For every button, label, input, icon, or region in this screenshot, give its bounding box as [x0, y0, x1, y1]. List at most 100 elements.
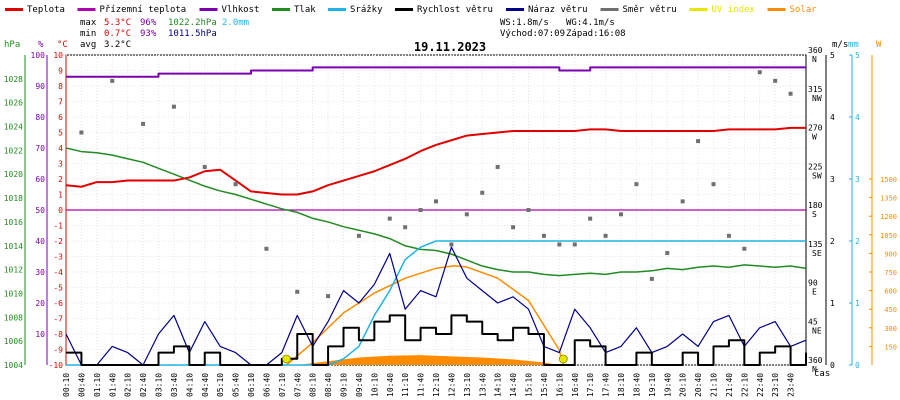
- time-tick-label: 19:10: [648, 373, 657, 397]
- stats-hum-max: 96%: [140, 18, 157, 28]
- time-tick-label: 02:40: [139, 373, 148, 397]
- wind-direction-point: [557, 242, 562, 247]
- wind-direction-point: [649, 276, 654, 281]
- time-tick-label: 09:40: [355, 373, 364, 397]
- time-tick-label: 06:10: [247, 373, 256, 397]
- direction-degree-label: 45: [808, 317, 818, 326]
- legend-label: Rychlost větru: [417, 5, 493, 15]
- solar-tick-label: 300: [884, 325, 897, 333]
- wind-tick-label: 2: [830, 237, 835, 246]
- temperature-tick-label: -2: [53, 237, 63, 246]
- stats-temp-avg: 3.2°C: [104, 40, 131, 50]
- direction-degree-label: 360: [808, 356, 823, 365]
- time-tick-label: 23:10: [771, 373, 780, 397]
- stats-temp-max: 5.3°C: [104, 18, 131, 28]
- stats-press-max: 1022.2hPa: [168, 18, 217, 28]
- legend-label: UV index: [712, 5, 756, 15]
- temperature-axis-title: °C: [57, 40, 68, 50]
- wind-direction-point: [526, 208, 531, 212]
- direction-degree-label: 90: [808, 279, 818, 288]
- wind-direction-point: [711, 182, 716, 187]
- hpa-tick-label: 1020: [4, 170, 23, 179]
- wind-direction-point: [356, 233, 361, 238]
- wind-direction-point: [588, 216, 593, 221]
- solar-tick-label: 1500: [880, 176, 897, 184]
- wind-direction-point: [233, 182, 238, 187]
- temperature-tick-label: -7: [53, 315, 63, 324]
- wind-tick-label: 5: [830, 51, 835, 60]
- stats-block: max 5.3°C 96% 1022.2hPa 2.0mm min 0.7°C …: [80, 18, 626, 50]
- direction-degree-label: 360: [808, 46, 823, 55]
- legend-label: Směr větru: [623, 5, 677, 15]
- wind-direction-point: [696, 139, 701, 144]
- stats-press-min: 1011.5hPa: [168, 29, 217, 39]
- wind-direction-point: [541, 233, 546, 238]
- legend-swatch: [689, 8, 708, 11]
- hpa-tick-label: 1026: [4, 99, 23, 108]
- time-tick-label: 09:10: [340, 373, 349, 397]
- rain-tick-label: 5: [855, 51, 860, 60]
- temperature-tick-label: 10: [53, 51, 63, 60]
- stats-rain: 2.0mm: [222, 18, 249, 28]
- time-tick-label: 16:40: [571, 373, 580, 397]
- stats-min-label: min: [80, 29, 96, 39]
- temperature-tick-label: 5: [58, 129, 63, 138]
- direction-compass-label: N: [812, 55, 817, 64]
- wind-direction-point: [757, 70, 762, 75]
- stats-max-label: max: [80, 18, 97, 28]
- temperature-tick-label: 6: [58, 113, 63, 122]
- humidity-axis-title: %: [38, 40, 44, 50]
- time-tick-label: 05:40: [232, 373, 241, 397]
- temperature-tick-label: -10: [49, 361, 64, 370]
- legend-swatch: [199, 8, 218, 11]
- temperature-tick-label: 7: [58, 98, 63, 107]
- direction-compass-label: SE: [812, 249, 822, 258]
- humidity-line: [66, 66, 806, 78]
- series-layer: [65, 66, 807, 366]
- temperature-tick-label: 8: [58, 82, 63, 91]
- time-tick-label: 04:10: [185, 373, 194, 397]
- rain-axis-title: mm: [848, 40, 859, 50]
- time-tick-label: 11:10: [401, 373, 410, 397]
- hpa-tick-label: 1014: [4, 242, 23, 251]
- legend-label: Srážky: [350, 5, 383, 15]
- time-tick-label: 17:40: [602, 373, 611, 397]
- stats-ws: WS:1.8m/s: [500, 18, 549, 28]
- humidity-tick-label: 20: [35, 299, 45, 308]
- time-tick-label: 15:10: [525, 373, 534, 397]
- rain-tick-label: 2: [855, 237, 860, 246]
- x-axis-title: čas: [814, 368, 830, 379]
- solar-tick-label: 750: [884, 269, 897, 277]
- wind-direction-point: [387, 216, 392, 221]
- wind-direction-point: [619, 212, 623, 217]
- time-tick-label: 11:40: [417, 373, 426, 397]
- time-tick-label: 18:40: [632, 373, 641, 397]
- solar-tick-label: 450: [884, 306, 897, 314]
- time-tick-label: 12:10: [432, 373, 441, 397]
- solar-tick-label: 1200: [880, 213, 897, 221]
- direction-compass-label: NW: [812, 94, 822, 103]
- temperature-line: [65, 126, 806, 196]
- solar-tick-label: 600: [884, 288, 897, 296]
- rain-tick-label: 4: [855, 113, 860, 122]
- wind-direction-point: [295, 289, 300, 294]
- direction-compass-label: S: [812, 210, 817, 219]
- temperature-tick-label: -3: [53, 253, 63, 262]
- stats-hum-min: 93%: [140, 29, 157, 39]
- time-tick-label: 07:40: [293, 373, 302, 397]
- temperature-tick-label: 1: [58, 191, 63, 200]
- hpa-tick-label: 1024: [4, 123, 23, 132]
- temperature-tick-label: 9: [58, 67, 63, 76]
- time-tick-label: 07:10: [278, 373, 287, 397]
- time-tick-label: 20:10: [679, 373, 688, 397]
- rain-tick-label: 3: [855, 175, 860, 184]
- stats-temp-min: 0.7°C: [104, 29, 131, 39]
- time-tick-label: 21:10: [710, 373, 719, 397]
- stats-sunrise: Východ:07:09: [500, 29, 565, 39]
- time-tick-label: 08:10: [309, 373, 318, 397]
- uv-index-marker: [558, 354, 568, 364]
- wind-direction-point: [665, 251, 670, 256]
- temperature-tick-label: -4: [53, 268, 63, 277]
- wind-direction-point: [110, 78, 115, 83]
